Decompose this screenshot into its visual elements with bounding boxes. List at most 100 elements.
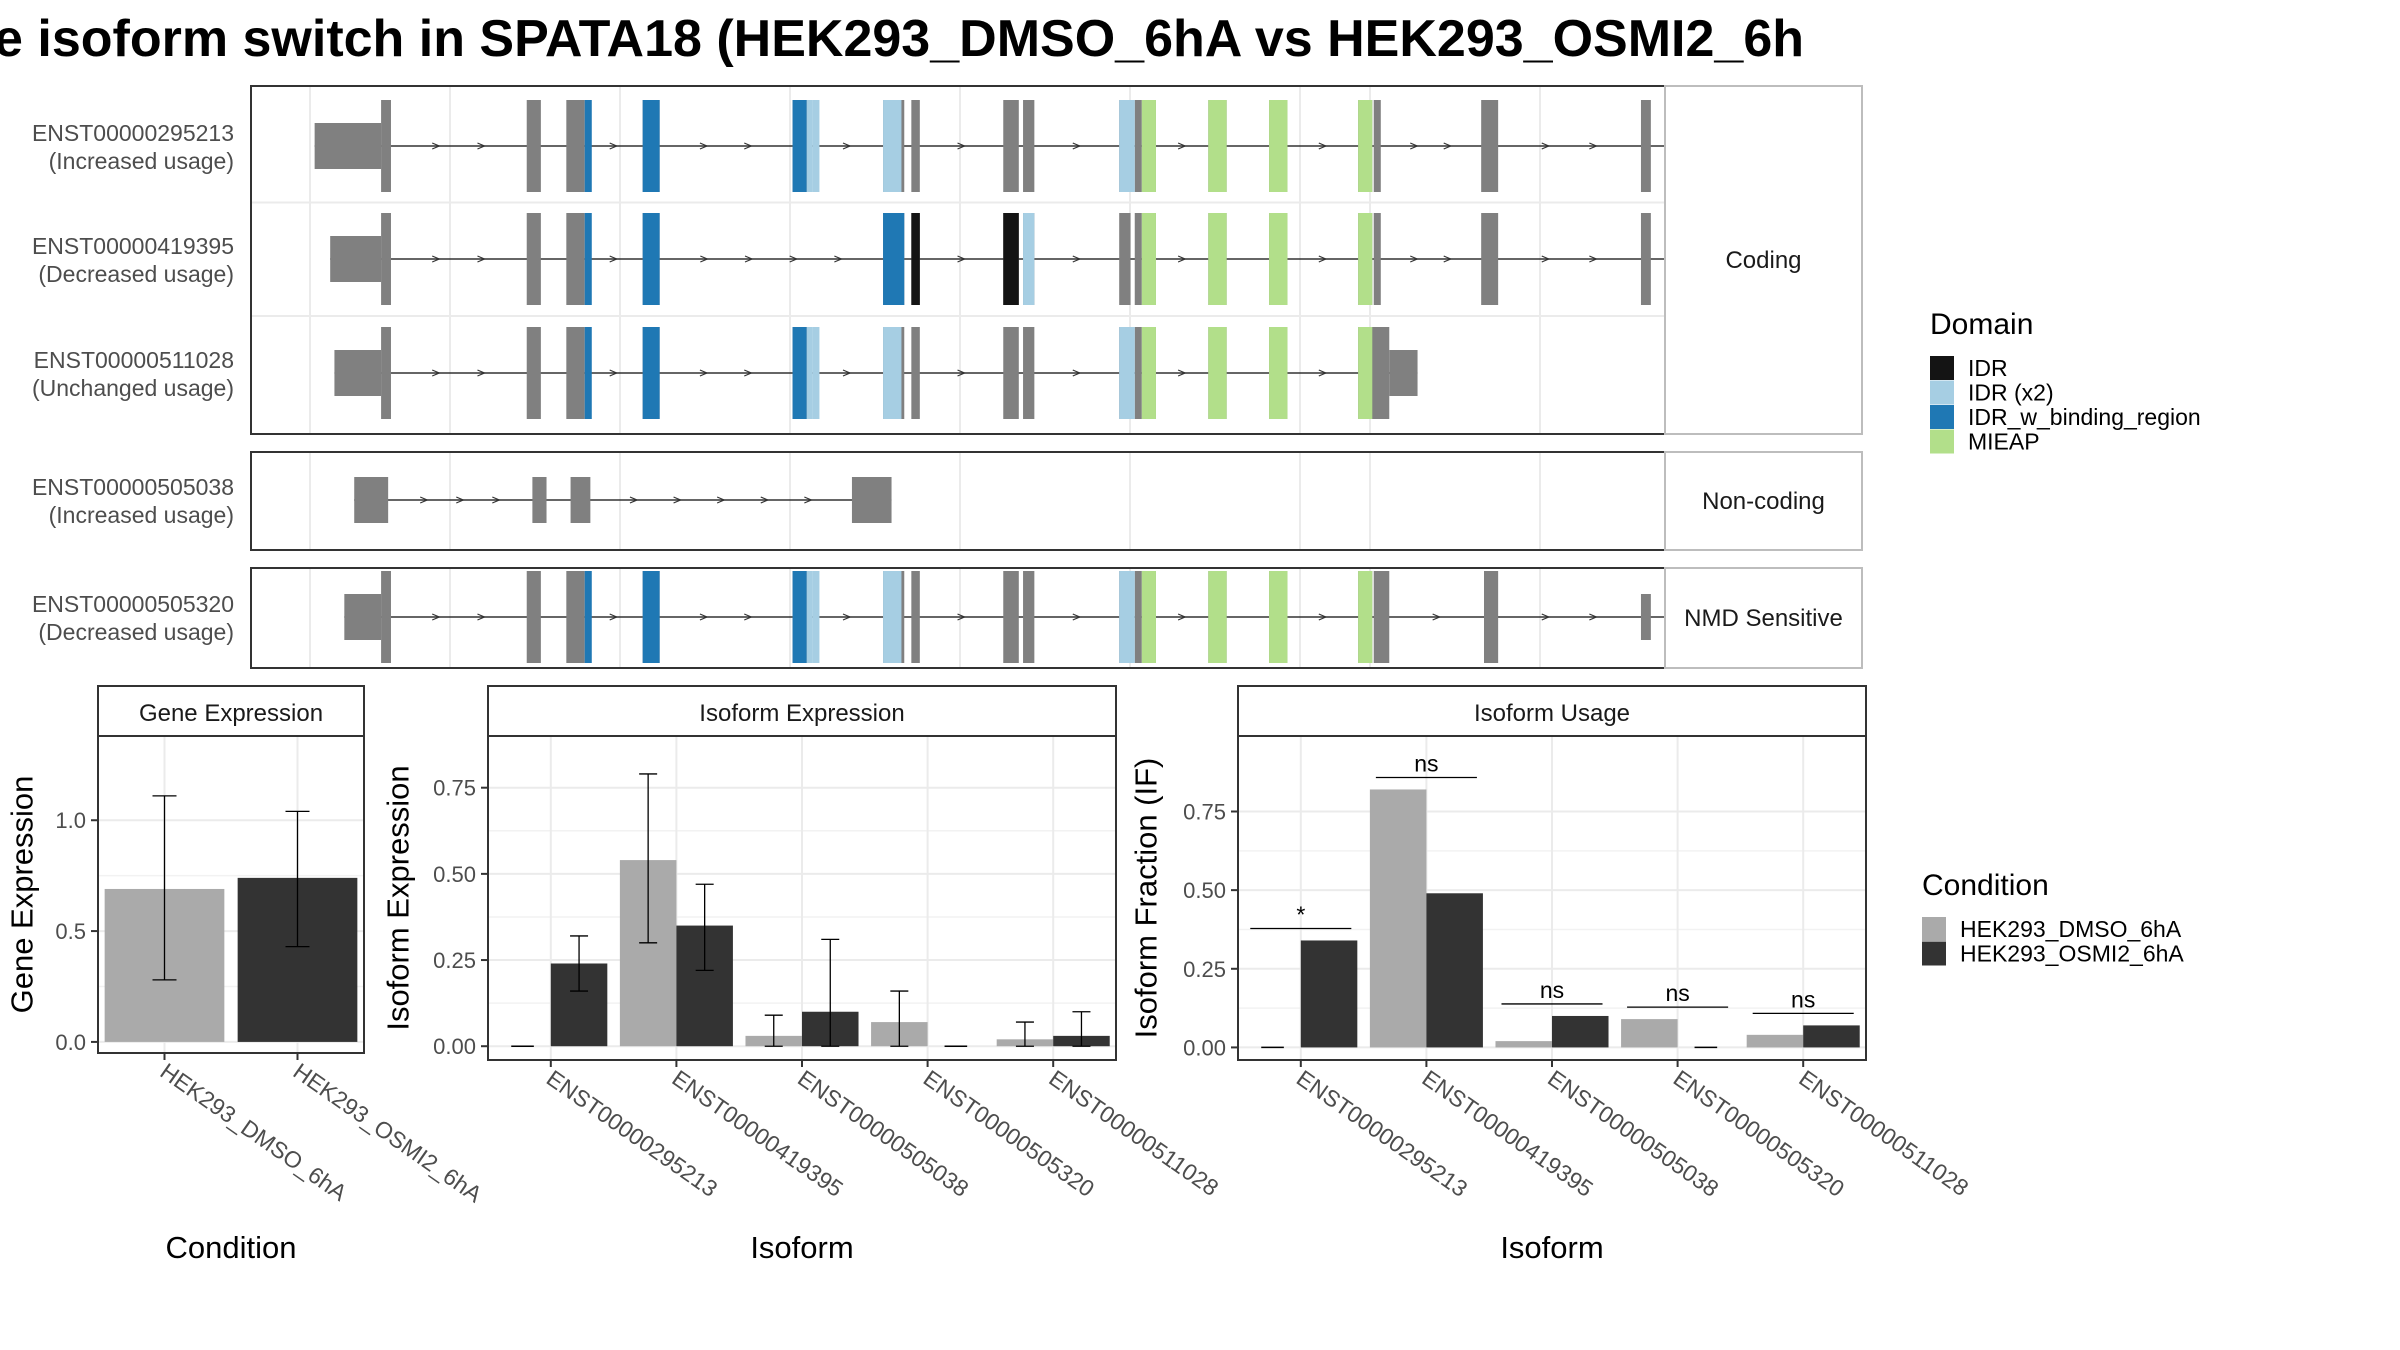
chart-title: Isoform Expression [699, 700, 904, 727]
arrow-icon [1072, 142, 1082, 150]
x-axis-label: Condition [166, 1230, 297, 1265]
transcript-usage-label: (Increased usage) [49, 502, 234, 528]
arrow-icon [1443, 142, 1453, 150]
domain-block [642, 213, 660, 305]
domain-block [1208, 100, 1227, 192]
domain-block [806, 327, 813, 419]
strip-label: Non-coding [1702, 488, 1825, 515]
arrow-icon [431, 369, 441, 377]
exon [381, 327, 391, 419]
domain-legend-title: Domain [1930, 308, 2033, 341]
arrow-icon [431, 613, 441, 621]
exon [1640, 100, 1651, 192]
arrow-icon [1072, 255, 1082, 263]
domain-block [883, 100, 902, 192]
transcript-id-label: ENST00000505038 [32, 474, 234, 500]
y-tick-label: 0.5 [55, 919, 86, 944]
exon [1389, 350, 1418, 396]
panel-strip [1664, 85, 1863, 435]
domain-block [1023, 213, 1035, 305]
transcript-usage-label: (Increased usage) [49, 148, 234, 174]
domain-block [1141, 213, 1156, 305]
domain-block [642, 100, 660, 192]
domain-block [1269, 327, 1288, 419]
arrow-icon [477, 613, 487, 621]
legend-swatch [1930, 380, 1954, 405]
arrow-icon [744, 613, 753, 621]
domain-block [812, 327, 820, 419]
panel-background [251, 86, 1665, 434]
domain-block [584, 100, 592, 192]
arrow-icon [957, 613, 967, 621]
y-tick-label: 0.00 [433, 1034, 476, 1059]
significance-label: ns [1540, 977, 1564, 1003]
domain-block [1269, 213, 1288, 305]
transcript-id-label: ENST00000419395 [32, 233, 234, 259]
exon [1134, 327, 1142, 419]
domain-block [883, 571, 902, 663]
arrow-icon [760, 496, 770, 504]
arrow-icon [609, 255, 619, 263]
exon [566, 213, 585, 305]
arrow-icon [842, 369, 852, 377]
significance-label: ns [1665, 980, 1689, 1006]
exon [1023, 571, 1035, 663]
arrow-icon [1318, 142, 1328, 150]
strip-label: Coding [1725, 247, 1801, 274]
chart-strip [487, 685, 1117, 737]
arrow-icon [1410, 142, 1419, 150]
domain-block [584, 327, 592, 419]
arrow-icon [419, 496, 429, 504]
y-tick-label: 1.0 [55, 808, 86, 833]
domain-block [642, 571, 660, 663]
panel-background [251, 568, 1665, 668]
arrow-icon [957, 142, 967, 150]
y-tick-label: 0.75 [1183, 799, 1226, 824]
arrow-icon [609, 142, 619, 150]
arrow-icon [431, 255, 441, 263]
exon [1134, 213, 1142, 305]
domain-block [812, 571, 820, 663]
arrow-icon [477, 369, 487, 377]
structure-panel-1: Non-coding [250, 451, 1863, 551]
y-axis-label: Gene Expression [5, 776, 40, 1014]
arrow-icon [699, 369, 709, 377]
significance-label: ns [1791, 986, 1815, 1012]
domain-block [1269, 571, 1288, 663]
legend-label: HEK293_OSMI2_6hA [1960, 941, 2184, 967]
arrow-icon [431, 142, 441, 150]
transcript-usage-label: (Decreased usage) [38, 261, 234, 287]
arrow-icon [673, 496, 683, 504]
arrow-icon [699, 613, 709, 621]
exon [381, 571, 391, 663]
bar [1426, 893, 1483, 1048]
domain-block [792, 327, 807, 419]
arrow-icon [1318, 369, 1328, 377]
exon [1134, 571, 1142, 663]
legend-label: MIEAP [1968, 429, 2040, 455]
legend-swatch [1922, 917, 1946, 941]
bar [1369, 789, 1427, 1048]
domain-block [911, 213, 920, 305]
domain-block [1141, 100, 1156, 192]
arrow-icon [1432, 613, 1442, 621]
arrow-icon [744, 369, 753, 377]
arrow-icon [456, 496, 465, 504]
exon [1640, 213, 1651, 305]
arrow-icon [609, 369, 619, 377]
arrow-icon [477, 142, 487, 150]
panel-strip [1664, 451, 1863, 551]
bar [1803, 1025, 1860, 1048]
structure-panel-2: NMD Sensitive [250, 567, 1863, 669]
x-axis-label: Isoform [750, 1230, 853, 1265]
exon [1003, 100, 1019, 192]
arrow-icon [609, 613, 619, 621]
legend-label: HEK293_DMSO_6hA [1960, 916, 2182, 942]
domain-block [1208, 571, 1227, 663]
domain-block [1003, 213, 1019, 305]
arrow-icon [1072, 613, 1082, 621]
domain-block [1119, 327, 1135, 419]
